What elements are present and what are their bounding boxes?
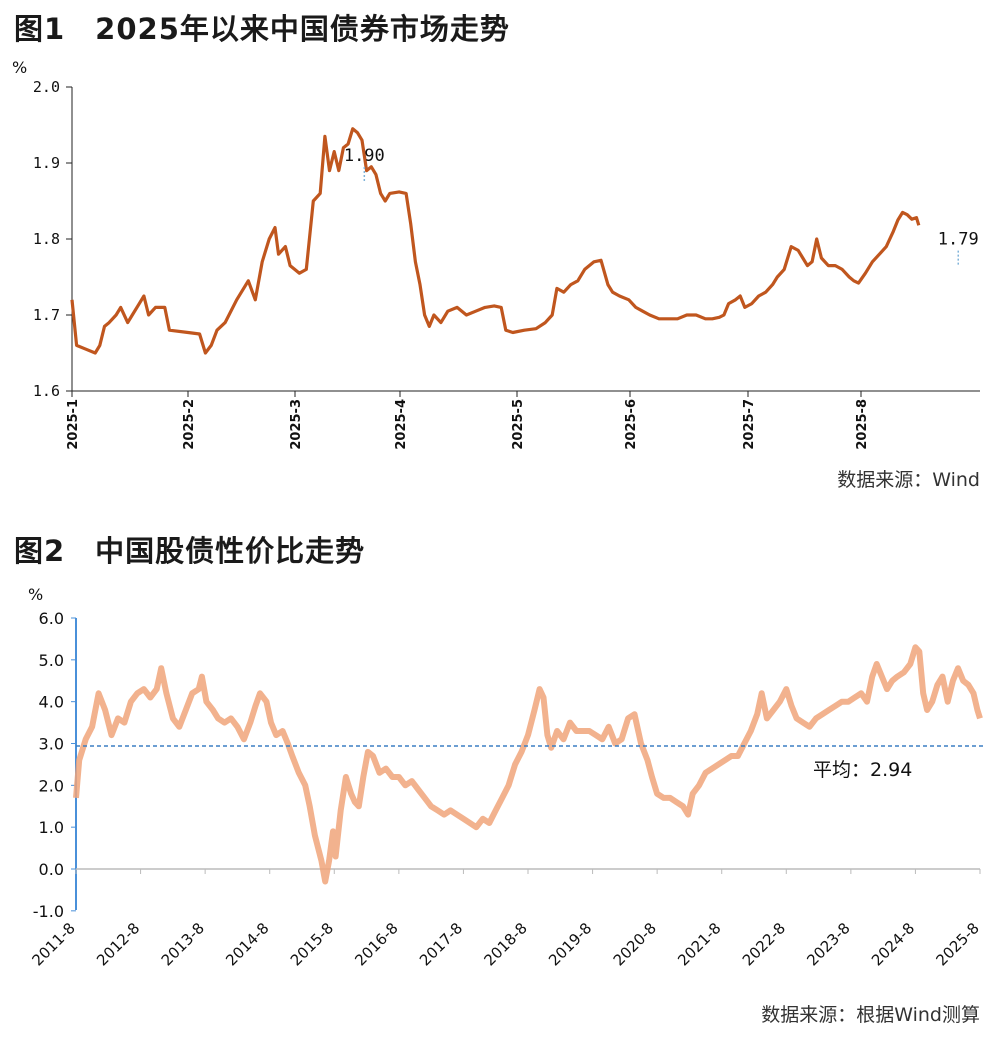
figure2-title: 图2 中国股债性价比走势	[14, 534, 366, 568]
x-tick-label: 2025-8	[933, 919, 983, 969]
y-tick-label: 3.0	[39, 735, 64, 754]
x-tick-label: 2025-4	[394, 399, 409, 450]
x-tick-label: 2019-8	[545, 919, 595, 969]
x-tick-label: 2025-1	[66, 399, 81, 450]
y-tick-label: 1.6	[33, 382, 60, 400]
x-tick-label: 2025-7	[742, 399, 757, 450]
annotation-label: 1.79	[938, 230, 979, 250]
x-tick-label: 2020-8	[610, 919, 660, 969]
figure1-source: 数据来源：Wind	[837, 469, 980, 491]
series-line-yield	[70, 127, 921, 355]
y-unit-label: %	[28, 585, 43, 604]
y-tick-label: 1.7	[33, 306, 60, 324]
figure2-chart: % -1.0 0.0 1.0 2.0 3.0 4.0 5.0 6.0 2011-8 2012-8 20…	[28, 585, 985, 969]
y-tick-label: 1.8	[33, 230, 60, 248]
series-line-ratio	[73, 644, 983, 885]
y-tick-label: 4.0	[39, 693, 64, 712]
x-tick-label: 2015-8	[287, 919, 337, 969]
x-tick-label: 2025-6	[624, 399, 639, 450]
x-tick-label: 2014-8	[222, 919, 272, 969]
y-tick-label: 2.0	[33, 78, 60, 96]
x-tick-label: 2025-5	[511, 399, 526, 450]
y-tick-label: -1.0	[33, 902, 64, 921]
y-tick-label: 2.0	[39, 776, 64, 795]
y-tick-label: 6.0	[39, 609, 64, 628]
annotation-label: 1.90	[344, 146, 385, 166]
figure1-chart: % 1.6 1.7 1.8 1.9 2.0 2025-1 2025-2 2025-3 2025-4…	[12, 58, 980, 450]
x-tick-label: 2011-8	[29, 919, 79, 969]
x-tick-label: 2025-3	[289, 399, 304, 450]
x-tick-label: 2016-8	[351, 919, 401, 969]
x-tick-label: 2013-8	[158, 919, 208, 969]
x-tick-label: 2012-8	[93, 919, 143, 969]
x-tick-label: 2021-8	[674, 919, 724, 969]
figure1-title: 图1 2025年以来中国债券市场走势	[14, 12, 510, 46]
figure2-source: 数据来源：根据Wind测算	[761, 1004, 980, 1026]
average-label: 平均：2.94	[813, 759, 912, 781]
y-tick-label: 5.0	[39, 651, 64, 670]
y-tick-label: 1.9	[33, 154, 60, 172]
x-tick-label: 2024-8	[868, 919, 918, 969]
x-tick-label: 2023-8	[803, 919, 853, 969]
y-tick-label: 1.0	[39, 818, 64, 837]
x-tick-label: 2022-8	[739, 919, 789, 969]
x-tick-label: 2025-8	[855, 399, 870, 450]
x-tick-label: 2025-2	[182, 399, 197, 450]
y-tick-label: 0.0	[39, 860, 64, 879]
x-tick-label: 2017-8	[416, 919, 466, 969]
x-tick-label: 2018-8	[481, 919, 531, 969]
y-unit-label: %	[12, 58, 27, 77]
